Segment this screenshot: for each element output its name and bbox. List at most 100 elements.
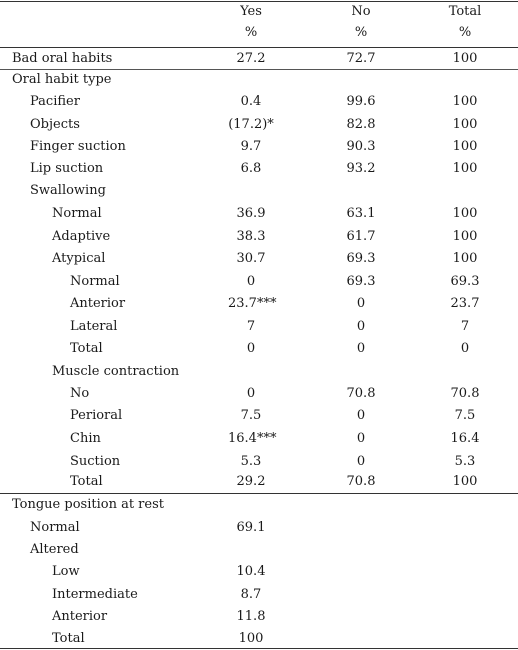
table-row: Lateral 7 0 7 (0, 316, 518, 338)
cell-no: 61.7 (346, 229, 376, 244)
cell-total: 100 (452, 94, 478, 109)
cell-yes: 0 (246, 386, 256, 401)
header-no: No (351, 4, 371, 19)
cell-total: 7.5 (454, 408, 476, 423)
table-row: Pacifier 0.4 99.6 100 (0, 91, 518, 113)
cell-yes: 7 (246, 319, 256, 334)
table-row: Adaptive 38.3 61.7 100 (0, 226, 518, 248)
table-row: Perioral 7.5 0 7.5 (0, 405, 518, 427)
table-row: Low 10.4 (0, 561, 518, 583)
table-row: Anterior 23.7*** 0 23.7 (0, 293, 518, 315)
header-total: Total (448, 4, 482, 19)
cell-no: 0 (356, 296, 366, 311)
cell-total: 0 (460, 341, 470, 356)
row-label: Total (52, 631, 85, 646)
cell-no: 0 (356, 408, 366, 423)
row-label: Altered (30, 542, 79, 557)
cell-yes: 38.3 (236, 229, 266, 244)
cell-no: 90.3 (346, 139, 376, 154)
header-yes-unit: % (244, 25, 258, 40)
table-row: Altered (0, 539, 518, 561)
cell-no: 99.6 (346, 94, 376, 109)
row-label: Atypical (52, 251, 106, 266)
cell-no: 63.1 (346, 206, 376, 221)
row-label: Swallowing (30, 183, 106, 198)
cell-no: 0 (356, 454, 366, 469)
cell-yes: (17.2)* (228, 117, 274, 132)
table-row: Bad oral habits 27.2 72.7 100 (0, 48, 518, 70)
cell-total: 69.3 (450, 274, 480, 289)
cell-total: 23.7 (450, 296, 480, 311)
header-yes: Yes (240, 4, 262, 19)
table-row: Tongue position at rest (0, 494, 518, 516)
table-row: No 0 70.8 70.8 (0, 383, 518, 405)
cell-no: 69.3 (346, 274, 376, 289)
table-row: Total 100 (0, 628, 518, 650)
cell-yes: 7.5 (240, 408, 262, 423)
row-label: Bad oral habits (12, 51, 113, 66)
cell-yes: 0.4 (240, 94, 262, 109)
cell-yes: 29.2 (236, 474, 266, 489)
row-label: Lip suction (30, 161, 104, 176)
bottom-rule (0, 648, 518, 649)
cell-yes: 16.4*** (228, 431, 277, 446)
row-label: Normal (30, 520, 80, 535)
table-row: Intermediate 8.7 (0, 584, 518, 606)
table-row: Normal 69.1 (0, 517, 518, 539)
cell-yes: 0 (246, 341, 256, 356)
cell-total: 100 (452, 161, 478, 176)
cell-no: 70.8 (346, 474, 376, 489)
row-label: Tongue position at rest (12, 497, 164, 512)
section-rule (0, 493, 518, 494)
cell-no: 70.8 (346, 386, 376, 401)
table-row: Oral habit type (0, 69, 518, 91)
cell-no: 72.7 (346, 51, 376, 66)
row-label: Normal (52, 206, 102, 221)
row-label: Perioral (70, 408, 123, 423)
header-total-unit: % (458, 25, 472, 40)
row-label: Chin (70, 431, 101, 446)
row-label: Finger suction (30, 139, 126, 154)
row-label: Low (52, 564, 80, 579)
cell-yes: 11.8 (236, 609, 266, 624)
cell-no: 93.2 (346, 161, 376, 176)
cell-total: 16.4 (450, 431, 480, 446)
cell-yes: 100 (238, 631, 264, 646)
row-label: Adaptive (52, 229, 111, 244)
row-label: Intermediate (52, 587, 138, 602)
row-label: Oral habit type (12, 72, 112, 87)
row-label: Objects (30, 117, 80, 132)
cell-yes: 10.4 (236, 564, 266, 579)
table-row: Suction 5.3 0 5.3 (0, 451, 518, 473)
row-label: Normal (70, 274, 120, 289)
row-label: No (70, 386, 90, 401)
table-row: Finger suction 9.7 90.3 100 (0, 136, 518, 158)
cell-no: 0 (356, 341, 366, 356)
table-row: Total 29.2 70.8 100 (0, 471, 518, 493)
cell-yes: 30.7 (236, 251, 266, 266)
cell-yes: 36.9 (236, 206, 266, 221)
table-row: Atypical 30.7 69.3 100 (0, 248, 518, 270)
cell-total: 100 (452, 229, 478, 244)
cell-total: 100 (452, 206, 478, 221)
table-row: Total 0 0 0 (0, 338, 518, 360)
cell-no: 82.8 (346, 117, 376, 132)
cell-total: 70.8 (450, 386, 480, 401)
cell-total: 7 (460, 319, 470, 334)
cell-yes: 27.2 (236, 51, 266, 66)
row-label: Pacifier (30, 94, 80, 109)
cell-yes: 69.1 (236, 520, 266, 535)
cell-total: 5.3 (454, 454, 476, 469)
cell-yes: 23.7*** (228, 296, 277, 311)
cell-no: 69.3 (346, 251, 376, 266)
header-no-unit: % (354, 25, 368, 40)
row-label: Anterior (70, 296, 126, 311)
row-label: Total (70, 341, 103, 356)
cell-total: 100 (452, 474, 478, 489)
row-label: Anterior (52, 609, 108, 624)
cell-yes: 6.8 (240, 161, 262, 176)
cell-yes: 5.3 (240, 454, 262, 469)
section-rule (0, 69, 518, 70)
cell-total: 100 (452, 251, 478, 266)
